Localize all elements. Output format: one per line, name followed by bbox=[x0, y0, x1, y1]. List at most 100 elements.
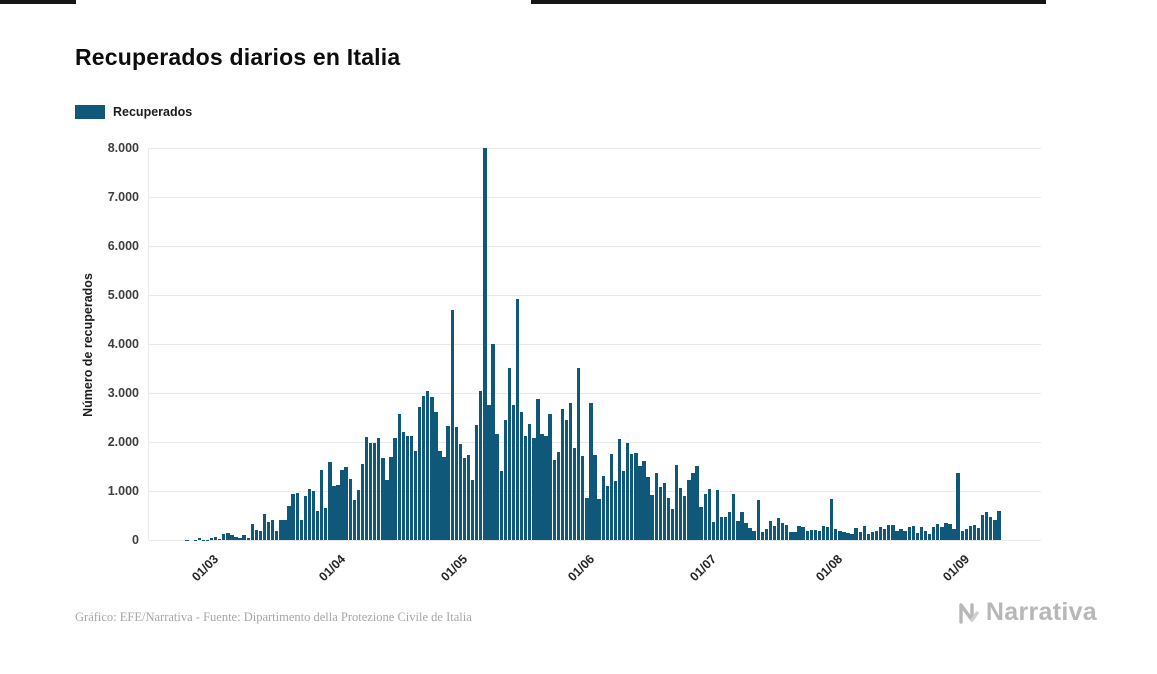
bar bbox=[340, 469, 344, 540]
bar bbox=[760, 531, 764, 540]
bar bbox=[732, 494, 736, 540]
bar bbox=[422, 395, 426, 540]
bar bbox=[564, 420, 569, 540]
bar bbox=[813, 529, 818, 540]
legend-swatch bbox=[75, 105, 105, 119]
x-axis-tick-label: 01/04 bbox=[315, 552, 348, 585]
bar bbox=[923, 531, 928, 540]
bar bbox=[715, 489, 720, 540]
bar bbox=[699, 506, 703, 540]
bar bbox=[303, 496, 308, 540]
bar bbox=[536, 398, 540, 540]
bar bbox=[789, 532, 793, 540]
bar bbox=[899, 528, 903, 540]
bar bbox=[728, 511, 732, 540]
bar bbox=[511, 405, 516, 540]
bar bbox=[601, 476, 605, 540]
bar bbox=[368, 443, 373, 540]
bar bbox=[466, 454, 471, 540]
bar bbox=[911, 526, 915, 540]
bar bbox=[964, 529, 968, 540]
bar bbox=[927, 533, 932, 540]
gridline bbox=[149, 147, 1041, 149]
bar bbox=[650, 494, 654, 540]
bar bbox=[389, 456, 393, 540]
bar bbox=[528, 424, 532, 540]
bar bbox=[515, 299, 520, 540]
bar bbox=[373, 442, 377, 540]
window-edge-artifact-right bbox=[531, 0, 1046, 4]
bar bbox=[283, 519, 287, 540]
bar bbox=[976, 528, 981, 540]
bar bbox=[674, 465, 679, 540]
bar bbox=[295, 493, 299, 540]
bar bbox=[593, 454, 597, 540]
bar bbox=[352, 499, 356, 540]
bar bbox=[438, 451, 442, 540]
y-axis-tick-label: 2.000 bbox=[107, 435, 139, 449]
bar bbox=[801, 526, 805, 540]
bar bbox=[266, 521, 271, 540]
bar bbox=[862, 525, 866, 540]
bar bbox=[430, 396, 434, 540]
bar bbox=[585, 498, 589, 540]
bar bbox=[315, 511, 320, 540]
y-axis-tick-label: 4.000 bbox=[107, 337, 139, 351]
bar bbox=[364, 437, 369, 540]
bar bbox=[287, 506, 291, 540]
y-axis-tick-label: 5.000 bbox=[107, 288, 139, 302]
bar bbox=[666, 498, 671, 540]
bar bbox=[707, 488, 711, 540]
bar bbox=[275, 530, 279, 540]
plot-area: 0 1.000 2.000 3.000 4.000 5.000 6.000 7.000 8.00… bbox=[108, 141, 1041, 584]
bar bbox=[238, 538, 242, 540]
bar bbox=[279, 519, 283, 540]
bar bbox=[242, 535, 246, 540]
bar bbox=[752, 530, 756, 540]
bar bbox=[919, 526, 924, 540]
bar bbox=[932, 526, 936, 540]
bar bbox=[458, 443, 463, 540]
gridline bbox=[149, 196, 1041, 198]
bar bbox=[381, 457, 385, 540]
chart-title: Recuperados diarios en Italia bbox=[75, 44, 401, 70]
bar bbox=[772, 525, 777, 540]
bar bbox=[230, 534, 234, 540]
bar bbox=[332, 485, 336, 540]
bar bbox=[805, 531, 809, 540]
bar bbox=[883, 529, 887, 540]
y-axis-tick-label: 3.000 bbox=[107, 386, 139, 400]
bar bbox=[646, 476, 650, 540]
bar bbox=[744, 523, 748, 540]
bar bbox=[197, 537, 201, 540]
bar bbox=[271, 519, 275, 540]
bar bbox=[328, 462, 332, 540]
bar bbox=[621, 471, 626, 540]
narrativa-logo: Narrativa bbox=[957, 598, 1097, 627]
bar bbox=[866, 533, 871, 540]
bar bbox=[605, 486, 609, 540]
bar bbox=[495, 434, 499, 540]
bar bbox=[936, 524, 940, 540]
bar bbox=[993, 519, 997, 540]
y-axis-tick-label: 0 bbox=[132, 533, 139, 547]
bar bbox=[291, 493, 295, 540]
bar bbox=[250, 524, 254, 540]
bar bbox=[540, 434, 544, 540]
bar bbox=[426, 391, 430, 540]
bar bbox=[483, 148, 487, 540]
bar bbox=[956, 473, 960, 540]
bar bbox=[218, 539, 222, 540]
bar bbox=[850, 533, 854, 540]
bar bbox=[825, 526, 830, 540]
bar bbox=[952, 529, 956, 540]
bar bbox=[348, 479, 352, 540]
bar bbox=[915, 532, 920, 540]
bar bbox=[903, 530, 907, 540]
bar bbox=[687, 479, 691, 540]
legend-label: Recuperados bbox=[113, 105, 193, 119]
bar bbox=[838, 531, 842, 540]
bar bbox=[413, 450, 418, 540]
bar bbox=[887, 525, 891, 540]
bar bbox=[830, 499, 834, 540]
